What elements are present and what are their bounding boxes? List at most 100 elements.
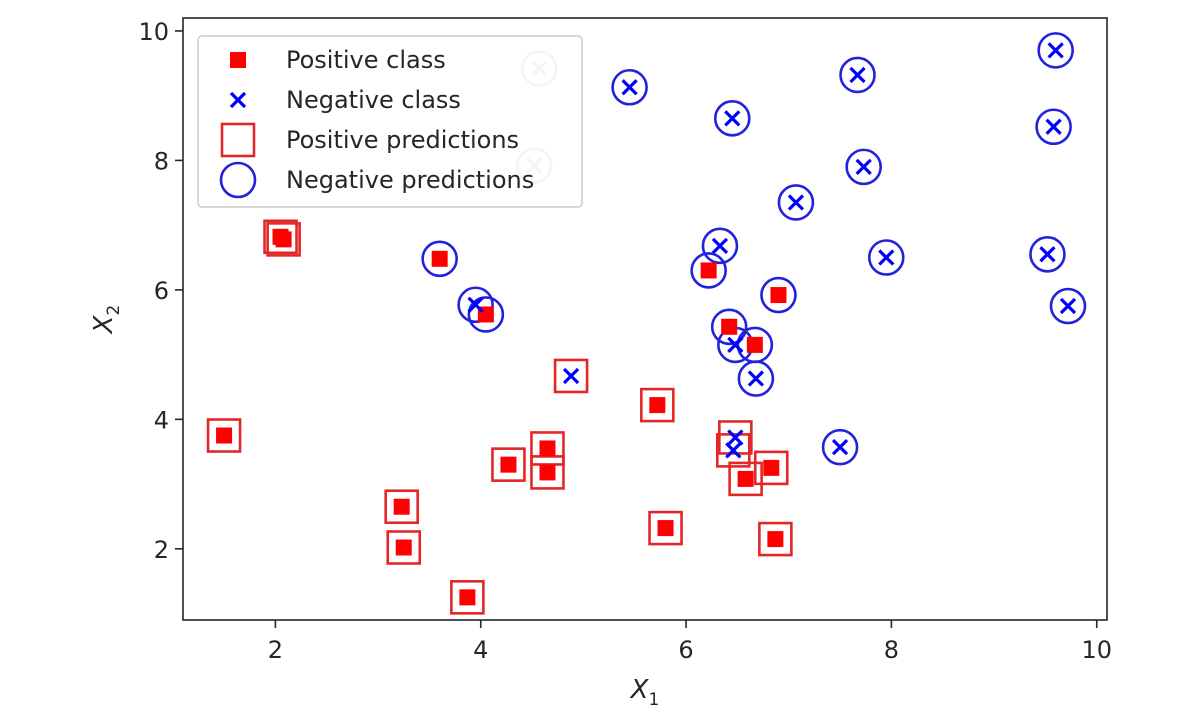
y-tick-label: 6: [154, 277, 169, 305]
x-tick-label: 10: [1081, 636, 1112, 664]
negative-prediction-marker: [713, 100, 751, 137]
legend-marker-negative-class: [229, 91, 247, 109]
negative-prediction-marker: [845, 148, 882, 186]
x-tick-label: 4: [473, 636, 488, 664]
positive-prediction-marker: [553, 358, 589, 394]
negative-prediction-marker: [701, 227, 739, 265]
positive-class-point: [721, 318, 738, 335]
legend-entry: Negative predictions: [219, 161, 534, 199]
negative-prediction-marker: [1029, 235, 1066, 273]
negative-class-point: [1047, 42, 1064, 59]
negative-prediction-marker: [1049, 287, 1087, 325]
negative-prediction-marker: [1035, 108, 1072, 146]
negative-class-point: [1039, 246, 1056, 263]
y-tick-label: 2: [154, 536, 169, 564]
negative-prediction-marker: [1037, 32, 1074, 69]
negative-prediction-marker: [457, 286, 494, 324]
legend-marker-positive-class: [230, 52, 246, 68]
negative-class-point: [831, 439, 849, 456]
positive-class-point: [459, 589, 476, 606]
negative-prediction-marker: [839, 56, 876, 94]
y-tick-label: 8: [154, 147, 169, 175]
positive-prediction-marker: [491, 447, 526, 482]
legend-marker-positive-predictions: [220, 122, 256, 158]
positive-class-point: [395, 539, 412, 556]
legend: Positive class Negative class Positive pre…: [197, 35, 583, 208]
x-tick-label: 2: [268, 636, 283, 664]
positive-class-point: [393, 498, 410, 515]
positive-prediction-marker: [266, 222, 301, 257]
positive-class-point: [700, 262, 717, 279]
y-axis-label: X2: [89, 305, 124, 336]
positive-class-point: [746, 336, 763, 353]
negative-prediction-marker: [690, 252, 727, 289]
negative-prediction-marker: [760, 276, 797, 314]
positive-prediction-marker: [450, 580, 485, 615]
positive-class-point: [649, 397, 666, 414]
positive-class-point: [657, 520, 674, 537]
positive-prediction-marker: [758, 521, 793, 557]
positive-class-point: [737, 470, 754, 487]
x-axis-label: X1: [629, 675, 660, 710]
negative-class-point: [849, 66, 866, 84]
negative-prediction-marker: [737, 360, 775, 397]
y-tick-label: 10: [138, 18, 169, 46]
x-axis-label-main: X: [629, 675, 650, 705]
negative-prediction-marker: [777, 184, 815, 221]
positive-prediction-marker: [753, 450, 789, 486]
positive-prediction-marker: [728, 461, 763, 497]
legend-label: Negative predictions: [286, 166, 534, 194]
negative-class-point: [724, 110, 741, 127]
negative-prediction-marker: [421, 240, 458, 278]
legend-label: Positive predictions: [286, 126, 519, 154]
negative-class-point: [1059, 297, 1077, 315]
positive-class-point: [767, 531, 784, 548]
data-markers: [206, 32, 1087, 615]
negative-class-point: [1045, 118, 1062, 135]
positive-class-point: [431, 250, 448, 267]
negative-class-point: [878, 249, 895, 266]
legend-entry: Positive predictions: [220, 122, 519, 158]
x-tick-label: 8: [884, 636, 899, 664]
negative-class-point: [855, 158, 872, 176]
positive-prediction-marker: [263, 219, 298, 255]
y-axis-label-subscript: 2: [104, 305, 124, 316]
negative-prediction-marker: [821, 428, 859, 466]
negative-prediction-marker: [710, 308, 748, 346]
positive-class-point: [770, 287, 787, 304]
negative-prediction-marker: [867, 239, 905, 276]
x-axis-ticks: 2 4 6 8 10: [268, 620, 1112, 664]
positive-class-point: [216, 427, 233, 444]
legend-entry: Negative class: [229, 86, 461, 114]
positive-prediction-marker: [648, 510, 683, 546]
positive-prediction-marker: [386, 530, 422, 565]
negative-class-point: [725, 442, 742, 459]
legend-label: Positive class: [286, 46, 446, 74]
x-axis-label-subscript: 1: [648, 690, 659, 710]
negative-prediction-marker: [467, 296, 505, 333]
positive-class-point: [763, 459, 780, 476]
legend-marker-negative-predictions: [219, 161, 257, 199]
y-axis-ticks: 2 4 6 8 10: [138, 18, 183, 564]
positive-prediction-marker: [640, 387, 675, 423]
y-tick-label: 4: [154, 406, 169, 434]
negative-class-point: [711, 237, 729, 254]
negative-class-point: [621, 79, 638, 96]
negative-class-point: [562, 367, 580, 385]
legend-label: Negative class: [286, 86, 461, 114]
negative-prediction-marker: [611, 68, 648, 106]
positive-class-point: [539, 440, 556, 457]
negative-class-point: [747, 370, 765, 387]
x-tick-label: 6: [678, 636, 693, 664]
positive-class-point: [539, 464, 556, 481]
legend-entry: Positive class: [230, 46, 446, 74]
y-axis-label-main: X: [89, 314, 119, 335]
positive-prediction-marker: [384, 489, 419, 525]
negative-class-point: [727, 429, 744, 446]
positive-class-point: [275, 231, 292, 248]
negative-class-point: [787, 194, 805, 211]
legend-box: [197, 35, 583, 208]
positive-class-point: [500, 456, 517, 473]
positive-prediction-marker: [206, 418, 242, 453]
